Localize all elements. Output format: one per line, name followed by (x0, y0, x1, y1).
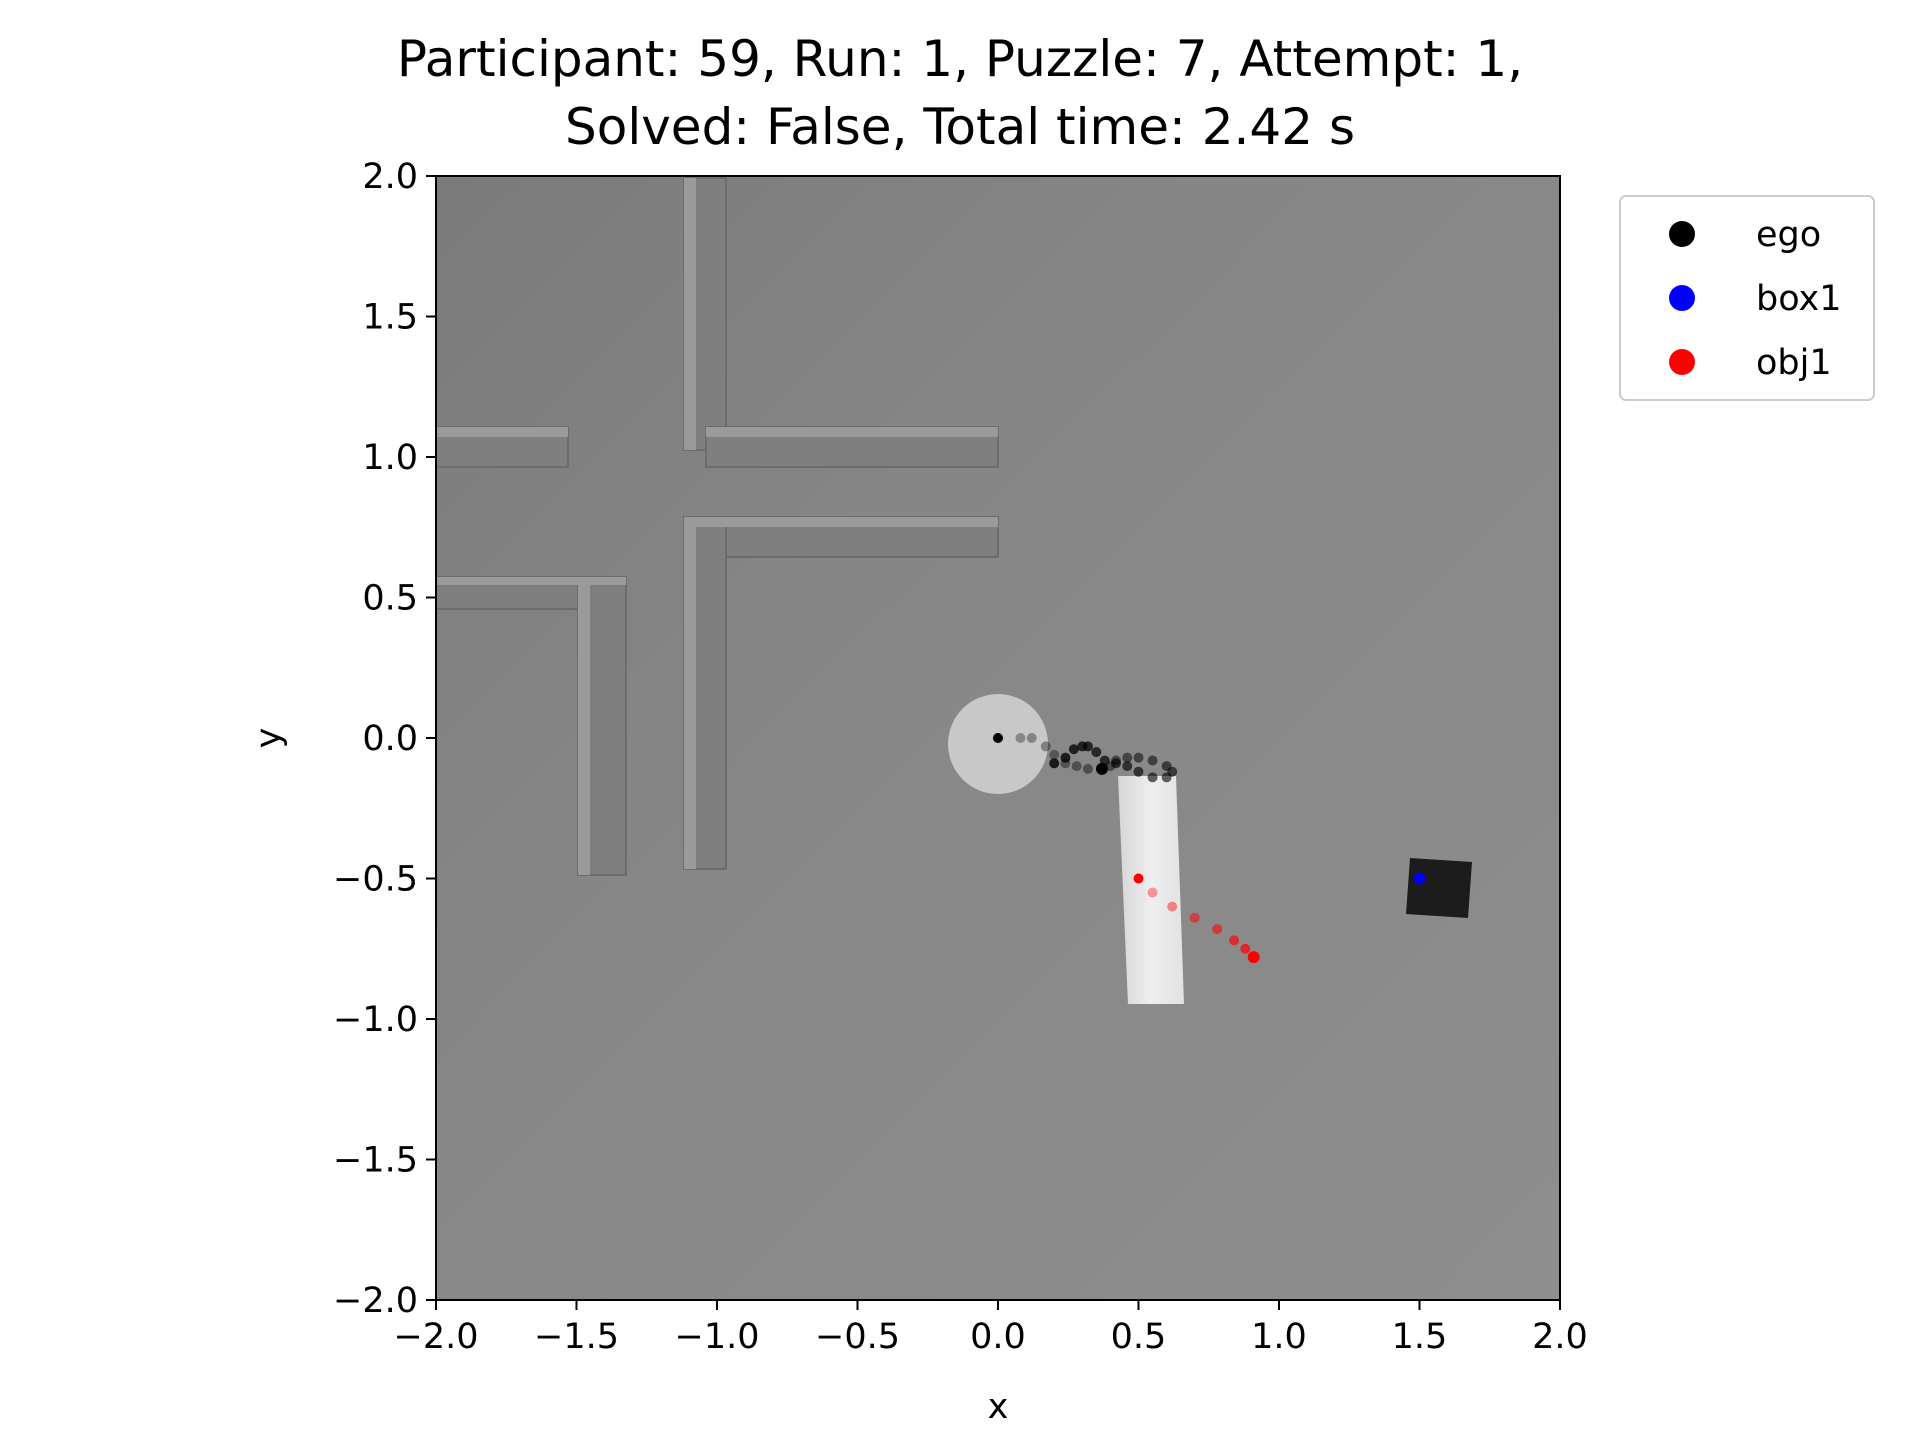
ego-trajectory-point (1077, 741, 1088, 752)
ego-trajectory-point (1147, 772, 1158, 783)
obj1-start-point (1133, 873, 1144, 884)
ego-trajectory-point (1071, 761, 1082, 772)
ego-trajectory-point (1161, 772, 1172, 783)
x-tick-label: −2.0 (394, 1317, 479, 1357)
box-object (1406, 858, 1472, 918)
ego-trajectory-point (1091, 747, 1102, 758)
legend-label-obj1: obj1 (1756, 343, 1832, 383)
y-axis-label: y (249, 728, 289, 749)
y-tick-label: 0.0 (362, 719, 418, 759)
ego-trajectory-point (1049, 758, 1060, 769)
y-tick-label: −2.0 (333, 1281, 418, 1321)
ego-trajectory-point (1147, 755, 1158, 766)
x-tick-label: −1.0 (675, 1317, 760, 1357)
pillar (1118, 776, 1184, 1004)
wall-highlights (436, 178, 998, 875)
x-tick-label: 2.0 (1532, 1317, 1588, 1357)
ego-disk (948, 694, 1048, 794)
x-tick-label: 0.0 (970, 1317, 1026, 1357)
ego-trajectory-point (1026, 733, 1037, 743)
obj1-trajectory-point (1147, 887, 1158, 898)
data-marks (993, 733, 1426, 964)
y-tick-label: 1.0 (362, 438, 418, 478)
x-tick-label: −1.5 (534, 1317, 619, 1357)
legend-marker-obj1 (1669, 349, 1695, 375)
ego-trajectory-point (1040, 741, 1051, 752)
legend-label-box1: box1 (1756, 279, 1842, 319)
legend-box (1619, 195, 1875, 401)
x-tick-label: −0.5 (815, 1317, 900, 1357)
obj1-trajectory-point (1167, 901, 1178, 912)
chart-title-line-1: Participant: 59, Run: 1, Puzzle: 7, Atte… (396, 30, 1524, 88)
ego-trajectory-point (1060, 752, 1071, 763)
x-axis-label: x (988, 1387, 1009, 1427)
y-tick-label: 2.0 (362, 157, 418, 197)
scene-background (436, 176, 1560, 1300)
ego-final-point (1095, 762, 1108, 775)
ego-trajectory-point (1111, 758, 1122, 769)
chart-title-line-2: Solved: False, Total time: 2.42 s (565, 98, 1355, 156)
x-tick-label: 1.5 (1392, 1317, 1448, 1357)
ego-trajectory-point (1068, 744, 1079, 755)
obj1-trajectory-point (1189, 912, 1200, 923)
ego-start-point (993, 733, 1003, 743)
ego-trajectory-point (1122, 761, 1133, 772)
legend: ego box1 obj1 (1619, 195, 1875, 401)
ego-trajectory-point (1049, 749, 1060, 760)
ego-trajectory-point (1082, 763, 1093, 774)
ego-trajectory-point (1133, 766, 1144, 777)
y-tick-label: −0.5 (333, 860, 418, 900)
ego-trajectory-point (1015, 733, 1026, 743)
legend-label-ego: ego (1756, 215, 1821, 255)
ego-trajectory-point (1133, 752, 1144, 763)
y-tick-label: 1.5 (362, 298, 418, 338)
legend-marker-ego (1669, 221, 1695, 247)
ego-trajectory-point (1122, 752, 1133, 763)
x-tick-label: 0.5 (1111, 1317, 1167, 1357)
y-tick-label: −1.0 (333, 1000, 418, 1040)
axis-ticks: −2.0 −1.5 −1.0 −0.5 0.0 0.5 1.0 1.5 2.0 −2.0 −1.5 −… (333, 157, 1588, 1357)
obj1-trajectory-point (1212, 924, 1223, 935)
x-tick-label: 1.0 (1251, 1317, 1307, 1357)
legend-marker-box1 (1669, 285, 1695, 311)
obj1-trajectory-point (1229, 935, 1240, 946)
y-tick-label: −1.5 (333, 1141, 418, 1181)
y-tick-label: 0.5 (362, 579, 418, 619)
box1-final-point (1413, 872, 1426, 885)
obj1-trajectory-point (1240, 943, 1251, 954)
obj1-final-point (1247, 951, 1260, 964)
